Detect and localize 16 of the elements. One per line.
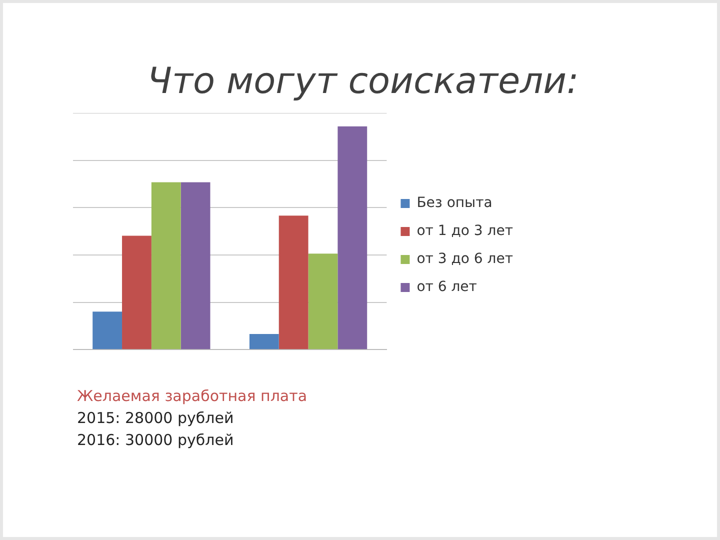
legend-label: Без опыта (416, 195, 492, 212)
bar (249, 334, 279, 350)
chart-title: Что могут соискатели: (146, 61, 580, 102)
text: 2015: 28000 рублей (77, 408, 235, 429)
text: 2016: 30000 рублей (77, 430, 235, 451)
bar (92, 312, 122, 350)
legend-label: от 6 лет (416, 279, 477, 296)
bar (122, 236, 152, 350)
bar (180, 182, 210, 350)
bar (308, 254, 338, 350)
text: Желаемая заработная плата (77, 386, 308, 407)
legend-label: от 1 до 3 лет (416, 223, 514, 240)
bar (278, 216, 308, 350)
bar (151, 182, 181, 350)
legend-label: от 3 до 6 лет (416, 251, 514, 268)
bar (338, 126, 368, 350)
